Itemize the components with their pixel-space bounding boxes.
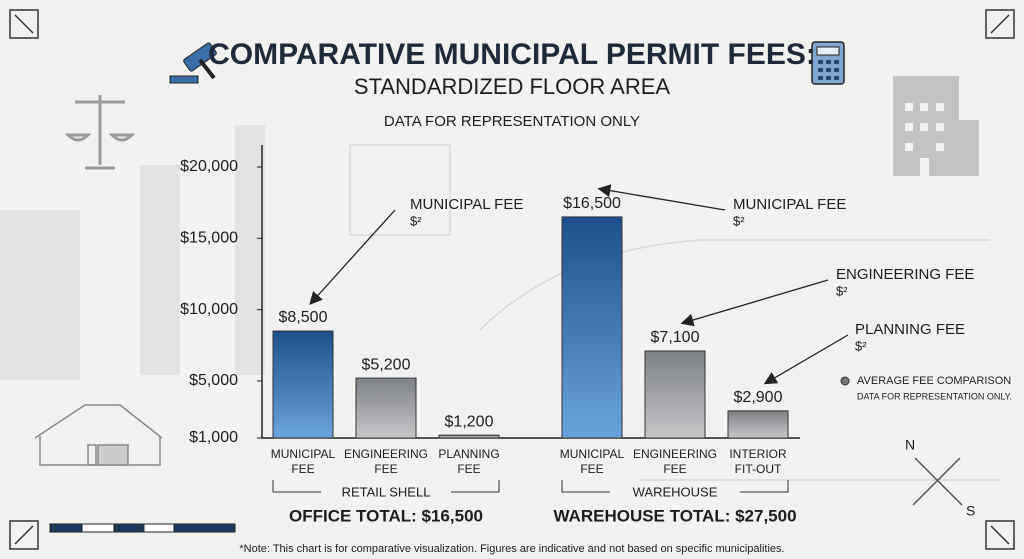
annotation-sub: $² xyxy=(410,213,422,228)
value-label: $7,100 xyxy=(651,329,700,346)
frame xyxy=(9,9,1015,550)
x-tick-label: INTERIOR FIT-OUT xyxy=(729,447,787,476)
annotation-label: MUNICIPAL FEE xyxy=(410,196,523,213)
legend-label: AVERAGE FEE COMPARISON xyxy=(857,375,1011,387)
x-tick-label: ENGINEERING FEE xyxy=(633,447,717,476)
bar xyxy=(355,377,417,439)
x-tick-label: PLANNING FEE xyxy=(438,447,499,476)
x-tick-label: MUNICIPAL FEE xyxy=(560,447,625,476)
compass-label: S xyxy=(966,503,975,519)
bar xyxy=(561,216,623,439)
legend-note: DATA FOR REPRESENTATION ONLY. xyxy=(857,391,1012,401)
group-label: WAREHOUSE xyxy=(633,484,718,499)
bar xyxy=(727,410,789,439)
calculator-icon xyxy=(811,41,845,85)
y-tick-label: $10,000 xyxy=(180,301,238,318)
annotation-arrow xyxy=(597,184,726,211)
annotation-label: ENGINEERING FEE xyxy=(836,266,974,283)
scale-bar xyxy=(49,523,236,533)
scales-icon xyxy=(64,95,136,170)
y-tick-label: $5,000 xyxy=(189,372,238,389)
annotation-label: PLANNING FEE xyxy=(855,321,965,338)
annotation-arrow xyxy=(763,334,849,385)
value-label: $16,500 xyxy=(563,195,621,212)
annotation-label: MUNICIPAL FEE xyxy=(733,196,846,213)
group-label: RETAIL SHELL xyxy=(342,484,431,499)
annotation-sub: $² xyxy=(855,338,867,353)
chart-title: COMPARATIVE MUNICIPAL PERMIT FEES: xyxy=(208,38,816,71)
annotation-sub: $² xyxy=(733,213,745,228)
x-tick-label: ENGINEERING FEE xyxy=(344,447,428,476)
y-tick-label: $20,000 xyxy=(180,158,238,175)
bar xyxy=(272,330,334,439)
house-icon xyxy=(34,404,163,466)
annotation-sub: $² xyxy=(836,283,848,298)
background-blocks xyxy=(0,125,265,380)
group-total: WAREHOUSE TOTAL: $27,500 xyxy=(553,506,796,525)
value-label: $5,200 xyxy=(362,356,411,373)
value-label: $2,900 xyxy=(734,389,783,406)
annotation-arrow xyxy=(309,209,396,305)
annotation-arrow xyxy=(680,279,829,327)
group-total: OFFICE TOTAL: $16,500 xyxy=(289,506,483,525)
group-bracket xyxy=(561,480,789,493)
chart-caption: DATA FOR REPRESENTATION ONLY xyxy=(384,113,640,130)
y-tick-label: $15,000 xyxy=(180,230,238,247)
bar xyxy=(644,350,706,439)
compass-icon xyxy=(912,457,963,506)
value-label: $8,500 xyxy=(279,309,328,326)
y-tick-label: $1,000 xyxy=(189,429,238,446)
building-icon xyxy=(893,76,979,176)
legend-dot xyxy=(840,376,850,386)
value-label: $1,200 xyxy=(445,413,494,430)
footnote: *Note: This chart is for comparative vis… xyxy=(239,543,784,555)
x-tick-label: MUNICIPAL FEE xyxy=(271,447,336,476)
bar xyxy=(438,434,500,439)
compass-label: N xyxy=(905,437,915,453)
chart-subtitle: STANDARDIZED FLOOR AREA xyxy=(354,74,671,99)
group-bracket xyxy=(272,480,500,493)
gavel-icon xyxy=(169,42,217,84)
